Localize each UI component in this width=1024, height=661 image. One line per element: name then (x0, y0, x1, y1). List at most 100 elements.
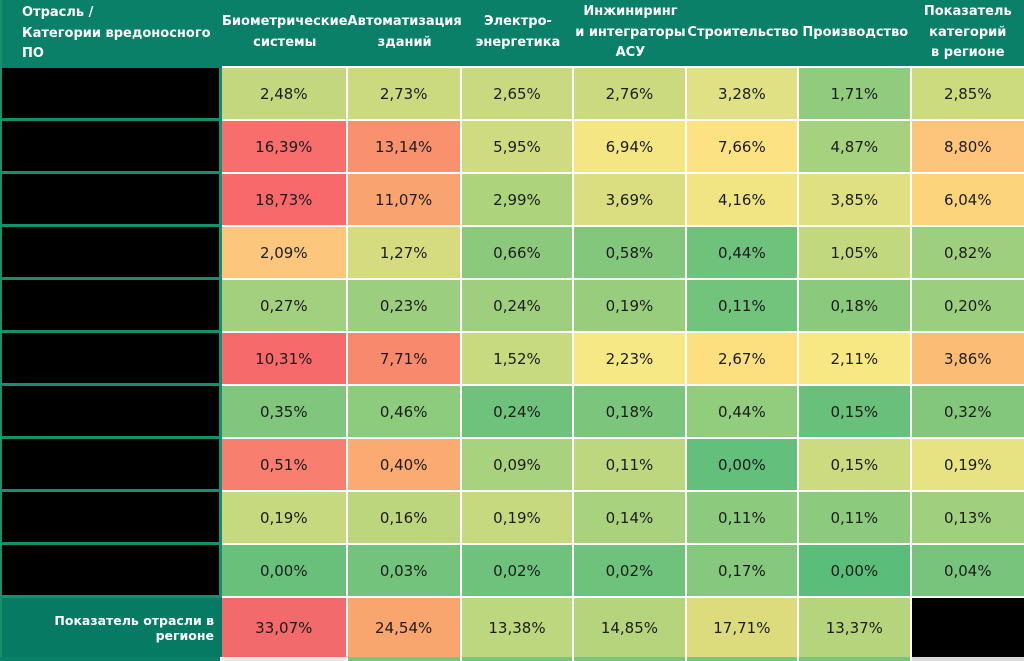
data-cell: 0,14% (574, 492, 687, 545)
data-cell: 0,24% (461, 280, 575, 333)
data-cell: 5,95% (461, 121, 575, 174)
data-cell: 0,19% (574, 280, 687, 333)
data-cell: 0,00% (799, 545, 912, 598)
data-cell: 2,65% (461, 68, 575, 121)
data-cell: 0,40% (347, 439, 462, 492)
data-cell: 0,17% (686, 545, 800, 598)
data-cell: 3,28% (686, 68, 800, 121)
data-cell: 0,19% (461, 492, 575, 545)
data-cell: 0,19% (222, 492, 348, 545)
header-line: категорий (929, 24, 1007, 40)
data-cell: 7,66% (686, 121, 800, 174)
data-cell: 0,66% (461, 227, 575, 280)
header-line: Показатель (923, 3, 1012, 19)
data-cell: 0,11% (686, 492, 800, 545)
footer-cell: 24,54% (347, 598, 462, 657)
data-cell: 16,39% (222, 121, 348, 174)
data-cell: 0,02% (574, 545, 687, 598)
header-line: Категории вредоносного ПО (22, 25, 211, 62)
data-cell: 0,20% (911, 280, 1024, 333)
header-line: Автоматизация (347, 14, 462, 30)
data-cell: 4,87% (799, 121, 912, 174)
data-cell: 1,71% (799, 68, 912, 121)
footer-cell: 13,38% (461, 598, 575, 657)
footer-row-label: Показатель отрасли в регионе (0, 598, 222, 657)
column-header: Производство (799, 0, 912, 68)
data-cell: 0,00% (686, 439, 800, 492)
header-line: Биометрические (222, 14, 348, 30)
footer-cell: 17,71% (686, 598, 800, 657)
row-label-redacted (0, 227, 222, 280)
row-label-redacted (0, 333, 222, 386)
header-line: и интеграторы (575, 24, 686, 40)
bottom-strip-cell (799, 657, 912, 661)
header-line: Строительство (687, 24, 799, 40)
data-cell: 0,11% (799, 492, 912, 545)
data-cell: 2,73% (347, 68, 462, 121)
row-label-redacted (0, 386, 222, 439)
row-label-redacted (0, 439, 222, 492)
data-cell: 0,02% (461, 545, 575, 598)
column-header: Инжиниринг и интеграторы АСУ (574, 0, 687, 68)
data-cell: 0,09% (461, 439, 575, 492)
column-header: Автоматизация зданий (347, 0, 462, 68)
data-cell: 0,82% (911, 227, 1024, 280)
data-cell: 0,46% (347, 386, 462, 439)
data-cell: 1,52% (461, 333, 575, 386)
bottom-strip-cell (0, 657, 222, 661)
data-cell: 0,23% (347, 280, 462, 333)
data-cell: 13,14% (347, 121, 462, 174)
data-cell: 0,51% (222, 439, 348, 492)
data-cell: 1,27% (347, 227, 462, 280)
column-header: Показатель категорий в регионе (911, 0, 1024, 68)
data-cell: 0,44% (686, 386, 800, 439)
bottom-strip-cell (347, 657, 462, 661)
column-header: Электро-энергетика (461, 0, 575, 68)
header-line: Производство (802, 24, 909, 40)
data-cell: 0,24% (461, 386, 575, 439)
data-cell: 2,09% (222, 227, 348, 280)
data-cell: 0,18% (799, 280, 912, 333)
data-cell: 0,04% (911, 545, 1024, 598)
header-line: зданий (377, 35, 432, 50)
row-label-redacted (0, 492, 222, 545)
data-cell: 0,15% (799, 386, 912, 439)
header-line: Инжиниринг (583, 3, 678, 19)
data-cell: 0,58% (574, 227, 687, 280)
data-cell: 0,11% (686, 280, 800, 333)
header-line: системы (253, 35, 317, 50)
data-cell: 2,23% (574, 333, 687, 386)
data-cell: 0,44% (686, 227, 800, 280)
data-cell: 4,16% (686, 174, 800, 227)
row-label-redacted (0, 174, 222, 227)
data-cell: 0,13% (911, 492, 1024, 545)
data-cell: 2,48% (222, 68, 348, 121)
data-cell: 0,00% (222, 545, 348, 598)
data-cell: 2,85% (911, 68, 1024, 121)
footer-cell-redacted (911, 598, 1024, 657)
bottom-strip-cell (461, 657, 575, 661)
data-cell: 6,94% (574, 121, 687, 174)
data-cell: 2,76% (574, 68, 687, 121)
data-cell: 8,80% (911, 121, 1024, 174)
column-header: Биометрические системы (222, 0, 348, 68)
data-cell: 2,99% (461, 174, 575, 227)
header-line: энергетика (475, 35, 561, 50)
data-cell: 0,19% (911, 439, 1024, 492)
data-cell: 11,07% (347, 174, 462, 227)
header-line: АСУ (615, 45, 646, 61)
column-header-corner: Отрасль / Категории вредоносного ПО (0, 0, 222, 68)
row-label-redacted (0, 280, 222, 333)
data-cell: 0,15% (799, 439, 912, 492)
footer-cell: 14,85% (574, 598, 687, 657)
data-cell: 6,04% (911, 174, 1024, 227)
data-cell: 0,18% (574, 386, 687, 439)
data-cell: 2,67% (686, 333, 800, 386)
row-label-redacted (0, 121, 222, 174)
bottom-strip-cell (222, 657, 348, 661)
row-label-redacted (0, 68, 222, 121)
data-cell: 0,16% (347, 492, 462, 545)
data-cell: 3,69% (574, 174, 687, 227)
data-cell: 7,71% (347, 333, 462, 386)
